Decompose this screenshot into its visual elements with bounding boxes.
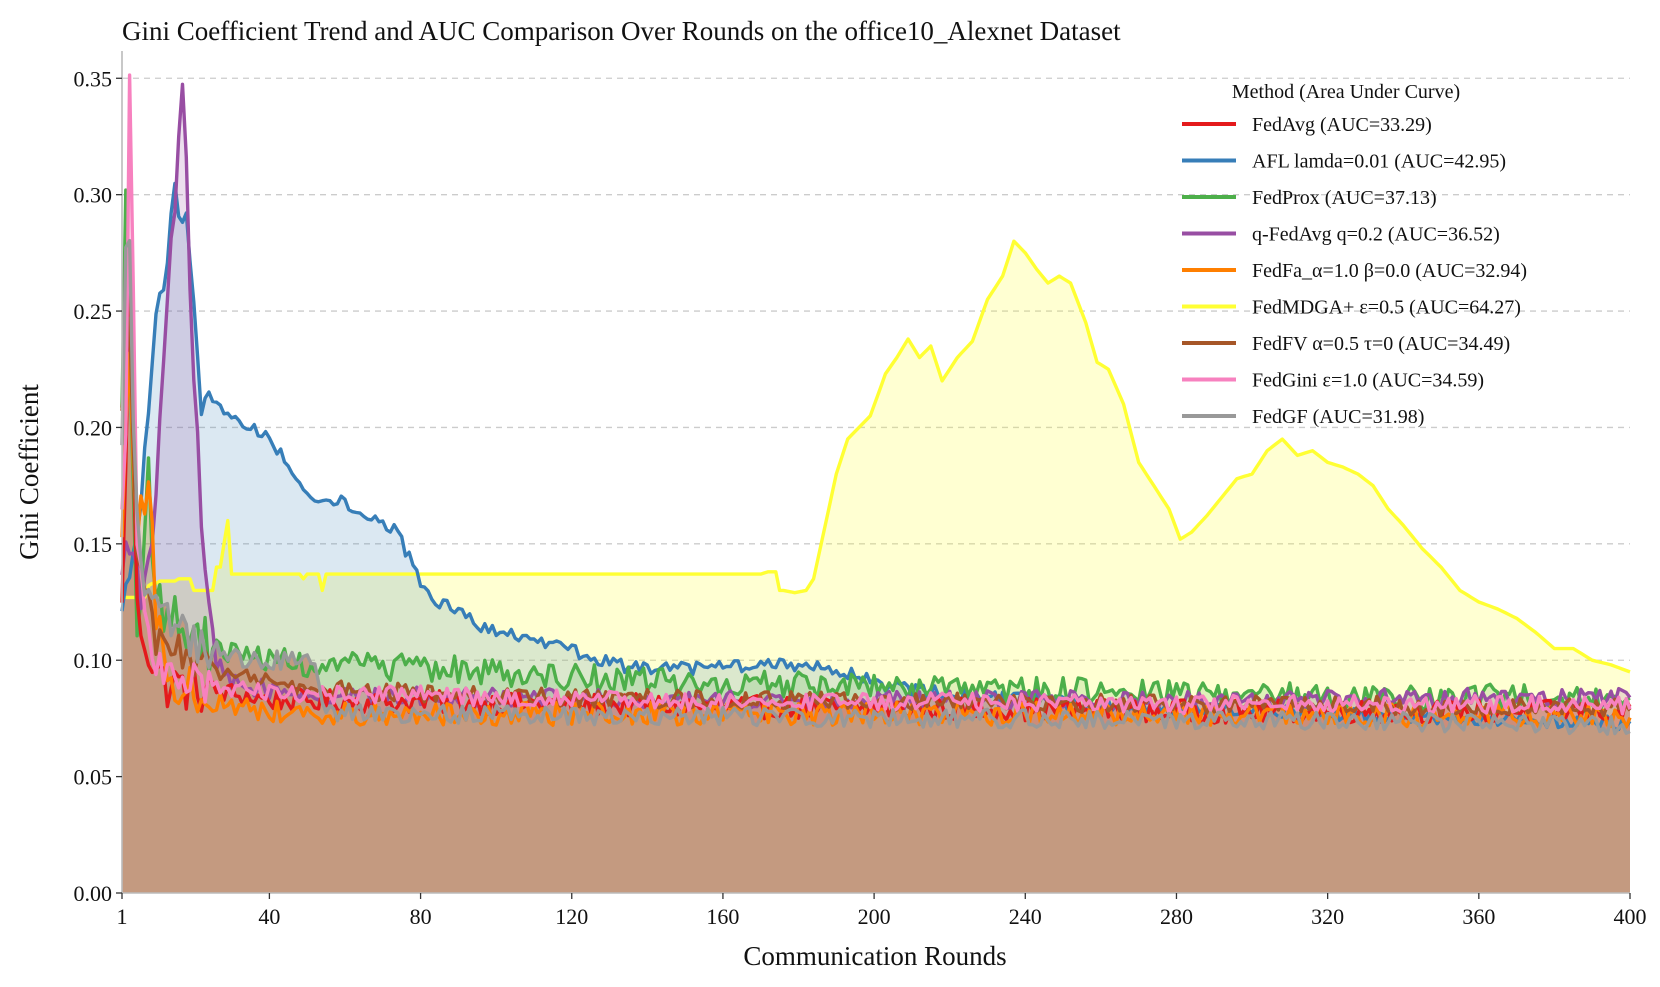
legend: Method (Area Under Curve) FedAvg (AUC=33… bbox=[1182, 81, 1527, 428]
series-line-8 bbox=[120, 238, 1631, 736]
y-tick-label: 0.35 bbox=[74, 66, 113, 91]
y-axis-label: Gini Coefficient bbox=[14, 384, 44, 560]
legend-label: FedMDGA+ ε=0.5 (AUC=64.27) bbox=[1252, 297, 1521, 319]
x-tick-label: 120 bbox=[555, 904, 588, 929]
legend-label: FedFV α=0.5 τ=0 (AUC=34.49) bbox=[1252, 333, 1510, 355]
y-tick-label: 0.10 bbox=[74, 648, 113, 673]
x-tick-label: 320 bbox=[1311, 904, 1344, 929]
grid bbox=[122, 77, 1630, 778]
x-tick-label: 200 bbox=[858, 904, 891, 929]
y-tick-label: 0.25 bbox=[74, 299, 113, 324]
series-line-7 bbox=[120, 73, 1632, 716]
x-tick-label: 80 bbox=[410, 904, 432, 929]
series-line-5 bbox=[122, 239, 1631, 674]
y-tick-label: 0.20 bbox=[74, 415, 113, 440]
legend-label: FedGini ε=1.0 (AUC=34.59) bbox=[1252, 370, 1484, 392]
x-tick-label: 360 bbox=[1462, 904, 1495, 929]
y-tick-label: 0.00 bbox=[74, 881, 113, 906]
legend-label: q-FedAvg q=0.2 (AUC=36.52) bbox=[1252, 224, 1500, 246]
chart-title: Gini Coefficient Trend and AUC Compariso… bbox=[122, 16, 1121, 46]
x-tick-label: 400 bbox=[1614, 904, 1647, 929]
x-axis-label: Communication Rounds bbox=[743, 941, 1006, 971]
x-tick-label: 1 bbox=[117, 904, 128, 929]
legend-label: FedAvg (AUC=33.29) bbox=[1252, 114, 1432, 136]
legend-label: FedProx (AUC=37.13) bbox=[1252, 187, 1437, 209]
axes bbox=[121, 51, 1630, 894]
y-tick-label: 0.30 bbox=[74, 183, 113, 208]
legend-label: FedGF (AUC=31.98) bbox=[1252, 406, 1424, 428]
x-ticks: 1 40 80 120 160 200 240 280 320 360 400 bbox=[117, 893, 1647, 929]
y-tick-label: 0.05 bbox=[74, 765, 113, 790]
y-ticks: 0.00 0.05 0.10 0.15 0.20 0.25 0.30 0.35 bbox=[74, 66, 122, 906]
x-tick-label: 240 bbox=[1009, 904, 1042, 929]
plot-lines bbox=[120, 73, 1632, 736]
legend-label: AFL lamda=0.01 (AUC=42.95) bbox=[1252, 151, 1506, 173]
area-base-fill bbox=[122, 240, 1630, 894]
legend-label: FedFa_α=1.0 β=0.0 (AUC=32.94) bbox=[1252, 260, 1527, 282]
x-tick-label: 160 bbox=[706, 904, 739, 929]
legend-title: Method (Area Under Curve) bbox=[1232, 81, 1460, 103]
x-tick-label: 280 bbox=[1160, 904, 1193, 929]
x-tick-label: 40 bbox=[258, 904, 280, 929]
y-tick-label: 0.15 bbox=[74, 532, 113, 557]
